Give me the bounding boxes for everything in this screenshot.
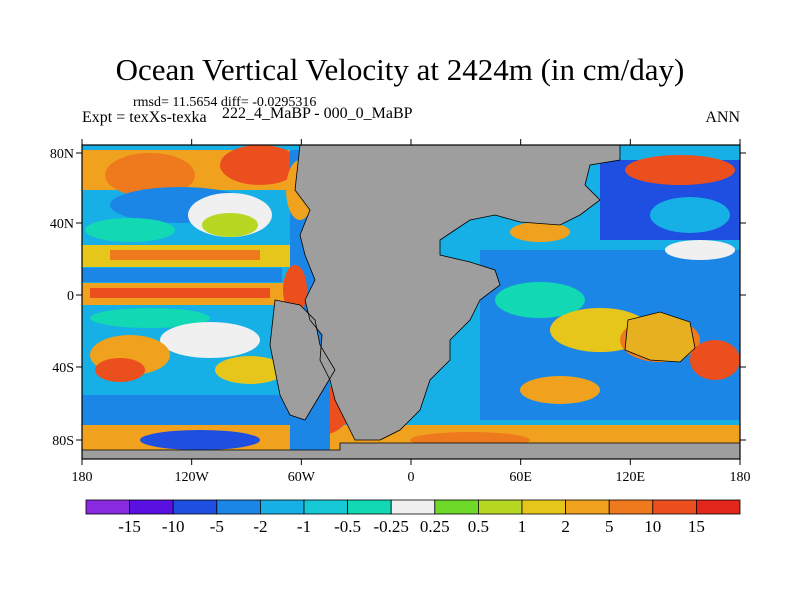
- ocean-field: [82, 145, 740, 459]
- field-patch: [495, 282, 585, 318]
- field-patch: [690, 340, 740, 380]
- coastlines: [82, 145, 740, 451]
- colorbar-swatch: [172, 499, 218, 515]
- field-patch: [665, 240, 735, 260]
- coastline-main: [294, 145, 621, 441]
- lat-tick-label: 80S: [52, 434, 74, 449]
- land: [82, 145, 740, 459]
- lat-tick-label: 0: [67, 289, 74, 304]
- colorbar-swatch: [521, 499, 566, 515]
- colorbar-swatch: [565, 499, 610, 515]
- lon-tick-label: 120E: [616, 470, 646, 485]
- field-patch: [140, 430, 260, 450]
- season-label: ANN: [705, 109, 740, 126]
- lat-tick-label: 40N: [50, 217, 74, 232]
- field-band: [90, 288, 270, 298]
- colorbar-swatch: [390, 499, 436, 515]
- colorbar-label: -1: [297, 517, 311, 536]
- colorbar-swatch: [303, 499, 348, 515]
- lat-tick-label: 80N: [50, 147, 74, 162]
- lon-tick-label: 60E: [509, 470, 532, 485]
- difference-subtitle: 222_4_MaBP - 000_0_MaBP: [222, 105, 413, 122]
- colorbar-label: 1: [518, 517, 527, 536]
- lon-tick-label: 0: [408, 470, 415, 485]
- field-patch: [650, 197, 730, 233]
- colorbar-label: 10: [644, 517, 661, 536]
- colorbar-label: -10: [162, 517, 185, 536]
- lon-tick-label: 180: [72, 470, 93, 485]
- colorbar-label: -15: [118, 517, 141, 536]
- field-band: [82, 268, 282, 282]
- colorbar-swatch: [434, 499, 479, 515]
- coastline-antarctica: [82, 442, 740, 451]
- lon-tick-label: 180: [730, 470, 751, 485]
- field-band: [110, 250, 260, 260]
- colorbar-swatch: [216, 499, 261, 515]
- colorbar-label: -5: [210, 517, 224, 536]
- colorbar: -15 -10 -5 -2 -1 -0.5 -0.25 0.25 0.5 1 2 5 10 15: [85, 499, 741, 536]
- colorbar-swatch: [608, 499, 654, 515]
- colorbar-label: -0.5: [334, 517, 361, 536]
- map-title: Ocean Vertical Velocity at 2424m (in cm/…: [115, 52, 685, 87]
- experiment-label: Expt = texXs-texka: [82, 109, 207, 126]
- coastline-south-america: [269, 299, 336, 421]
- longitude-axis: 180 120W 60W 0 60E 120E 180: [72, 139, 751, 485]
- field-patch: [85, 218, 175, 242]
- lat-tick-label: 40S: [52, 361, 74, 376]
- colorbar-label: -2: [253, 517, 267, 536]
- statistics-line: rmsd= 11.5654 diff= -0.0295316: [133, 95, 317, 110]
- colorbar-label: -0.25: [373, 517, 408, 536]
- colorbar-swatch: [129, 499, 174, 515]
- field-patch: [95, 358, 145, 382]
- colorbar-swatch: [347, 499, 392, 515]
- colorbar-label: 5: [605, 517, 614, 536]
- colorbar-label: 2: [561, 517, 570, 536]
- field-patch: [520, 376, 600, 404]
- colorbar-swatch: [652, 499, 697, 515]
- latitude-axis: 80N 40N 0 40S 80S: [50, 147, 746, 449]
- land-south-america: [270, 300, 335, 420]
- coastline-australia: [624, 311, 696, 363]
- colorbar-swatch: [85, 499, 130, 515]
- field-patch: [625, 155, 735, 185]
- field-patch: [90, 308, 210, 328]
- colorbar-label: 15: [688, 517, 705, 536]
- field-patch: [160, 322, 260, 358]
- land-antarctica: [340, 443, 740, 459]
- field-patch: [220, 145, 300, 185]
- land-main: [295, 145, 620, 440]
- colorbar-swatch: [696, 499, 741, 515]
- field-patch: [105, 153, 195, 197]
- colorbar-label: 0.5: [468, 517, 489, 536]
- colorbar-swatch: [259, 499, 305, 515]
- field-patch: [202, 213, 258, 237]
- colorbar-label: 0.25: [420, 517, 450, 536]
- colorbar-swatch: [477, 499, 523, 515]
- lon-tick-label: 120W: [175, 470, 210, 485]
- lon-tick-label: 60W: [288, 470, 316, 485]
- field-patch: [215, 356, 285, 384]
- land-australia: [625, 312, 695, 362]
- field-patch: [510, 222, 570, 242]
- land-antarctica-west: [82, 450, 342, 459]
